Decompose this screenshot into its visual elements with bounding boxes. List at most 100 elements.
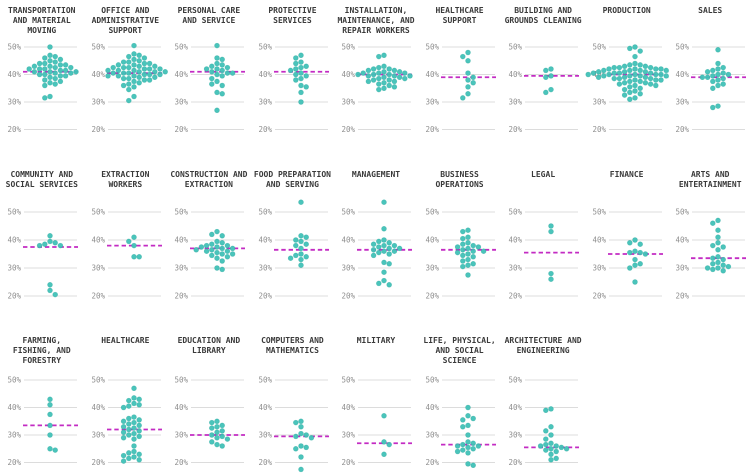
data-dot xyxy=(611,64,617,71)
data-dot xyxy=(47,69,53,75)
data-dot xyxy=(647,75,654,82)
data-dot xyxy=(647,64,654,71)
data-dot xyxy=(62,62,69,68)
data-dot xyxy=(214,78,220,85)
data-dot xyxy=(642,251,649,257)
data-dot xyxy=(715,259,722,266)
data-dot xyxy=(214,418,220,425)
data-dot xyxy=(130,400,137,407)
data-dot xyxy=(480,248,487,254)
data-dot xyxy=(130,56,137,63)
data-dot xyxy=(297,454,304,460)
data-dot xyxy=(715,71,722,78)
data-dot xyxy=(130,67,137,74)
data-dot xyxy=(219,91,226,97)
data-dot xyxy=(31,63,38,70)
data-dot xyxy=(297,466,304,473)
data-dot xyxy=(219,258,226,264)
data-dot xyxy=(52,70,58,76)
data-dot xyxy=(47,58,53,64)
data-dot xyxy=(386,261,393,267)
data-dot xyxy=(214,255,220,261)
data-dot xyxy=(297,430,304,437)
data-dot xyxy=(104,67,111,74)
y-tick-label: 30% xyxy=(91,264,105,273)
data-dot xyxy=(130,62,137,68)
data-dot xyxy=(391,73,398,79)
y-tick-label: 30% xyxy=(342,98,356,107)
data-dot xyxy=(459,241,466,247)
y-tick-label: 50% xyxy=(7,43,21,52)
data-dot xyxy=(36,71,43,78)
data-dot xyxy=(360,70,367,76)
panel-plot: 50% 40% 30% 20% xyxy=(175,208,246,301)
data-dot xyxy=(470,74,476,81)
y-tick-label: 40% xyxy=(425,236,439,245)
data-dot xyxy=(386,251,393,257)
data-dot xyxy=(606,71,612,78)
data-dot xyxy=(371,66,377,72)
data-dot xyxy=(459,247,466,253)
y-tick-label: 40% xyxy=(7,403,21,412)
data-dot xyxy=(402,75,408,82)
panel-plot: 50% 40% 30% 20% xyxy=(175,376,246,467)
data-dot xyxy=(209,231,215,238)
panel-protective-services: PROTECTIVE SERVICES 50% 40% 30% 20% xyxy=(251,0,335,160)
data-dot xyxy=(57,62,64,68)
data-dot xyxy=(371,71,377,78)
data-dot xyxy=(125,397,132,404)
data-dot xyxy=(553,455,560,462)
data-dot xyxy=(224,254,231,260)
data-dot xyxy=(135,428,142,434)
panel-arts-and-entertainment: ARTS AND ENTERTAINMENT 50% 40% 30% 20% xyxy=(668,160,752,320)
data-dot xyxy=(726,263,732,270)
data-dot xyxy=(115,67,121,74)
y-tick-label: 40% xyxy=(509,236,523,245)
data-dot xyxy=(391,248,398,254)
y-tick-label: 50% xyxy=(509,376,523,385)
data-dot xyxy=(564,446,570,452)
data-dot xyxy=(637,85,643,92)
panel-plot: 50% 40% 30% 20% xyxy=(175,43,246,134)
data-dot xyxy=(459,252,466,259)
data-dot xyxy=(548,86,555,93)
data-dot xyxy=(715,265,722,271)
panel-building-and-grounds-cleaning: BUILDING AND GROUNDS CLEANING 50% 40% 30% 20… xyxy=(501,0,585,160)
data-dot xyxy=(146,66,152,72)
data-dot xyxy=(151,63,158,70)
data-dot xyxy=(120,424,126,430)
data-dot xyxy=(459,258,466,264)
data-dot xyxy=(287,255,294,261)
data-dot xyxy=(710,73,716,79)
y-tick-label: 40% xyxy=(342,70,356,79)
data-dot xyxy=(590,70,597,76)
data-dot xyxy=(381,277,387,284)
data-dot xyxy=(214,238,220,245)
data-dot xyxy=(292,237,299,243)
y-tick-label: 30% xyxy=(175,98,189,107)
data-dot xyxy=(47,287,53,294)
data-dot xyxy=(626,78,633,85)
data-dot xyxy=(475,443,481,449)
data-dot xyxy=(632,82,638,89)
data-dot xyxy=(454,244,461,250)
data-dot xyxy=(626,249,633,256)
data-dot xyxy=(470,462,476,469)
data-dot xyxy=(726,71,732,78)
data-dot xyxy=(465,272,471,278)
panel-plot: 50% 40% 30% 20% xyxy=(585,43,669,134)
data-dot xyxy=(297,70,304,76)
data-dot xyxy=(297,418,304,425)
data-dot xyxy=(125,70,132,76)
data-dot xyxy=(47,74,53,81)
data-dot xyxy=(47,422,53,429)
data-dot xyxy=(381,413,387,419)
y-tick-label: 50% xyxy=(342,376,356,385)
data-dot xyxy=(465,450,471,456)
panel-plot: 50% 40% 30% 20% xyxy=(91,208,162,301)
data-dot xyxy=(465,227,471,233)
data-dot xyxy=(652,71,659,78)
data-dot xyxy=(47,282,53,288)
y-tick-label: 40% xyxy=(175,70,189,79)
